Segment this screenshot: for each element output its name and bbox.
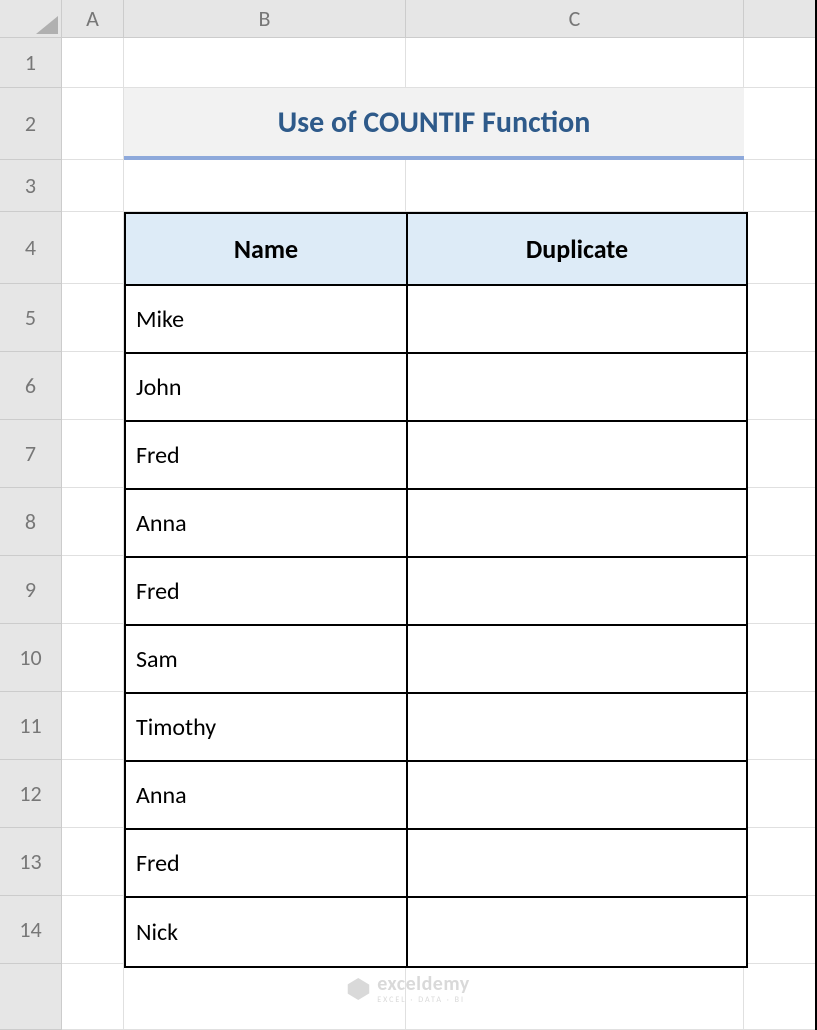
row-header-5[interactable]: 5	[0, 284, 62, 352]
cell-A14[interactable]	[62, 896, 124, 964]
watermark-text: exceldemy EXCEL · DATA · BI	[377, 974, 470, 1004]
cell-name[interactable]: Anna	[126, 490, 408, 558]
cell-blank-10	[744, 624, 817, 692]
cell-A7[interactable]	[62, 420, 124, 488]
cell-name[interactable]: Fred	[126, 422, 408, 490]
watermark-brand: exceldemy	[377, 974, 470, 994]
cell-A4[interactable]	[62, 212, 124, 284]
cell-duplicate[interactable]	[408, 694, 746, 762]
cell-A3[interactable]	[62, 160, 124, 212]
cell-A12[interactable]	[62, 760, 124, 828]
table-row: Fred	[126, 558, 746, 626]
spreadsheet: ABC 1234567891011121314 Use of COUNTIF F…	[0, 0, 817, 1030]
table-header-name[interactable]: Name	[126, 214, 408, 286]
watermark: exceldemy EXCEL · DATA · BI	[347, 974, 470, 1004]
cell-A8[interactable]	[62, 488, 124, 556]
cell-blank-4	[744, 212, 817, 284]
cell-name[interactable]: Sam	[126, 626, 408, 694]
row-header-4[interactable]: 4	[0, 212, 62, 284]
data-table: NameDuplicateMikeJohnFredAnnaFredSamTimo…	[124, 212, 748, 968]
sheet-title: Use of COUNTIF Function	[124, 88, 744, 160]
row-header-11[interactable]: 11	[0, 692, 62, 760]
cell-duplicate[interactable]	[408, 558, 746, 626]
column-header-A[interactable]: A	[62, 0, 124, 38]
cell-A11[interactable]	[62, 692, 124, 760]
cell-A6[interactable]	[62, 352, 124, 420]
cell-blank-13	[744, 828, 817, 896]
row-header-14[interactable]: 14	[0, 896, 62, 964]
cell-name[interactable]: Nick	[126, 898, 408, 966]
row-header-blank	[0, 964, 62, 1030]
row-header-7[interactable]: 7	[0, 420, 62, 488]
column-header-C[interactable]: C	[406, 0, 744, 38]
column-header-B[interactable]: B	[124, 0, 406, 38]
row-headers: 1234567891011121314	[0, 38, 62, 1030]
cell-blank-9	[744, 556, 817, 624]
select-all-corner[interactable]	[0, 0, 62, 38]
cell-duplicate[interactable]	[408, 830, 746, 898]
cell-A5[interactable]	[62, 284, 124, 352]
cell-blank-corner	[744, 964, 817, 1030]
cell-A1[interactable]	[62, 38, 124, 88]
column-headers: ABC	[62, 0, 817, 38]
table-row: Timothy	[126, 694, 746, 762]
cell-blank-8	[744, 488, 817, 556]
table-row: Fred	[126, 422, 746, 490]
table-row: John	[126, 354, 746, 422]
exceldemy-logo-icon	[347, 978, 369, 1000]
cell-duplicate[interactable]	[408, 354, 746, 422]
cell-blank-bottom	[62, 964, 124, 1030]
cell-A9[interactable]	[62, 556, 124, 624]
cell-blank-14	[744, 896, 817, 964]
row-header-6[interactable]: 6	[0, 352, 62, 420]
cell-C1[interactable]	[406, 38, 744, 88]
table-row: Sam	[126, 626, 746, 694]
cell-blank-3	[744, 160, 817, 212]
row-header-1[interactable]: 1	[0, 38, 62, 88]
cell-A10[interactable]	[62, 624, 124, 692]
cell-A2[interactable]	[62, 88, 124, 160]
cell-duplicate[interactable]	[408, 762, 746, 830]
cell-duplicate[interactable]	[408, 422, 746, 490]
cell-name[interactable]: Anna	[126, 762, 408, 830]
cell-blank-12	[744, 760, 817, 828]
table-row: Fred	[126, 830, 746, 898]
cell-blank-2	[744, 88, 817, 160]
row-header-8[interactable]: 8	[0, 488, 62, 556]
row-header-12[interactable]: 12	[0, 760, 62, 828]
cell-name[interactable]: John	[126, 354, 408, 422]
table-row: Nick	[126, 898, 746, 966]
column-header-blank	[744, 0, 817, 38]
cell-B1[interactable]	[124, 38, 406, 88]
row-header-10[interactable]: 10	[0, 624, 62, 692]
cell-duplicate[interactable]	[408, 898, 746, 966]
cell-duplicate[interactable]	[408, 490, 746, 558]
cell-blank-1	[744, 38, 817, 88]
row-header-13[interactable]: 13	[0, 828, 62, 896]
row-header-9[interactable]: 9	[0, 556, 62, 624]
cell-duplicate[interactable]	[408, 626, 746, 694]
table-row: Anna	[126, 762, 746, 830]
watermark-tagline: EXCEL · DATA · BI	[377, 996, 470, 1004]
cell-blank-6	[744, 352, 817, 420]
cell-C3[interactable]	[406, 160, 744, 212]
cell-name[interactable]: Mike	[126, 286, 408, 354]
cell-blank-11	[744, 692, 817, 760]
cell-name[interactable]: Timothy	[126, 694, 408, 762]
table-header-duplicate[interactable]: Duplicate	[408, 214, 746, 286]
cell-name[interactable]: Fred	[126, 830, 408, 898]
row-header-2[interactable]: 2	[0, 88, 62, 160]
row-header-3[interactable]: 3	[0, 160, 62, 212]
table-row: Mike	[126, 286, 746, 354]
cell-blank-5	[744, 284, 817, 352]
table-row: Anna	[126, 490, 746, 558]
cell-name[interactable]: Fred	[126, 558, 408, 626]
cell-A13[interactable]	[62, 828, 124, 896]
cell-blank-7	[744, 420, 817, 488]
cell-B3[interactable]	[124, 160, 406, 212]
cell-duplicate[interactable]	[408, 286, 746, 354]
